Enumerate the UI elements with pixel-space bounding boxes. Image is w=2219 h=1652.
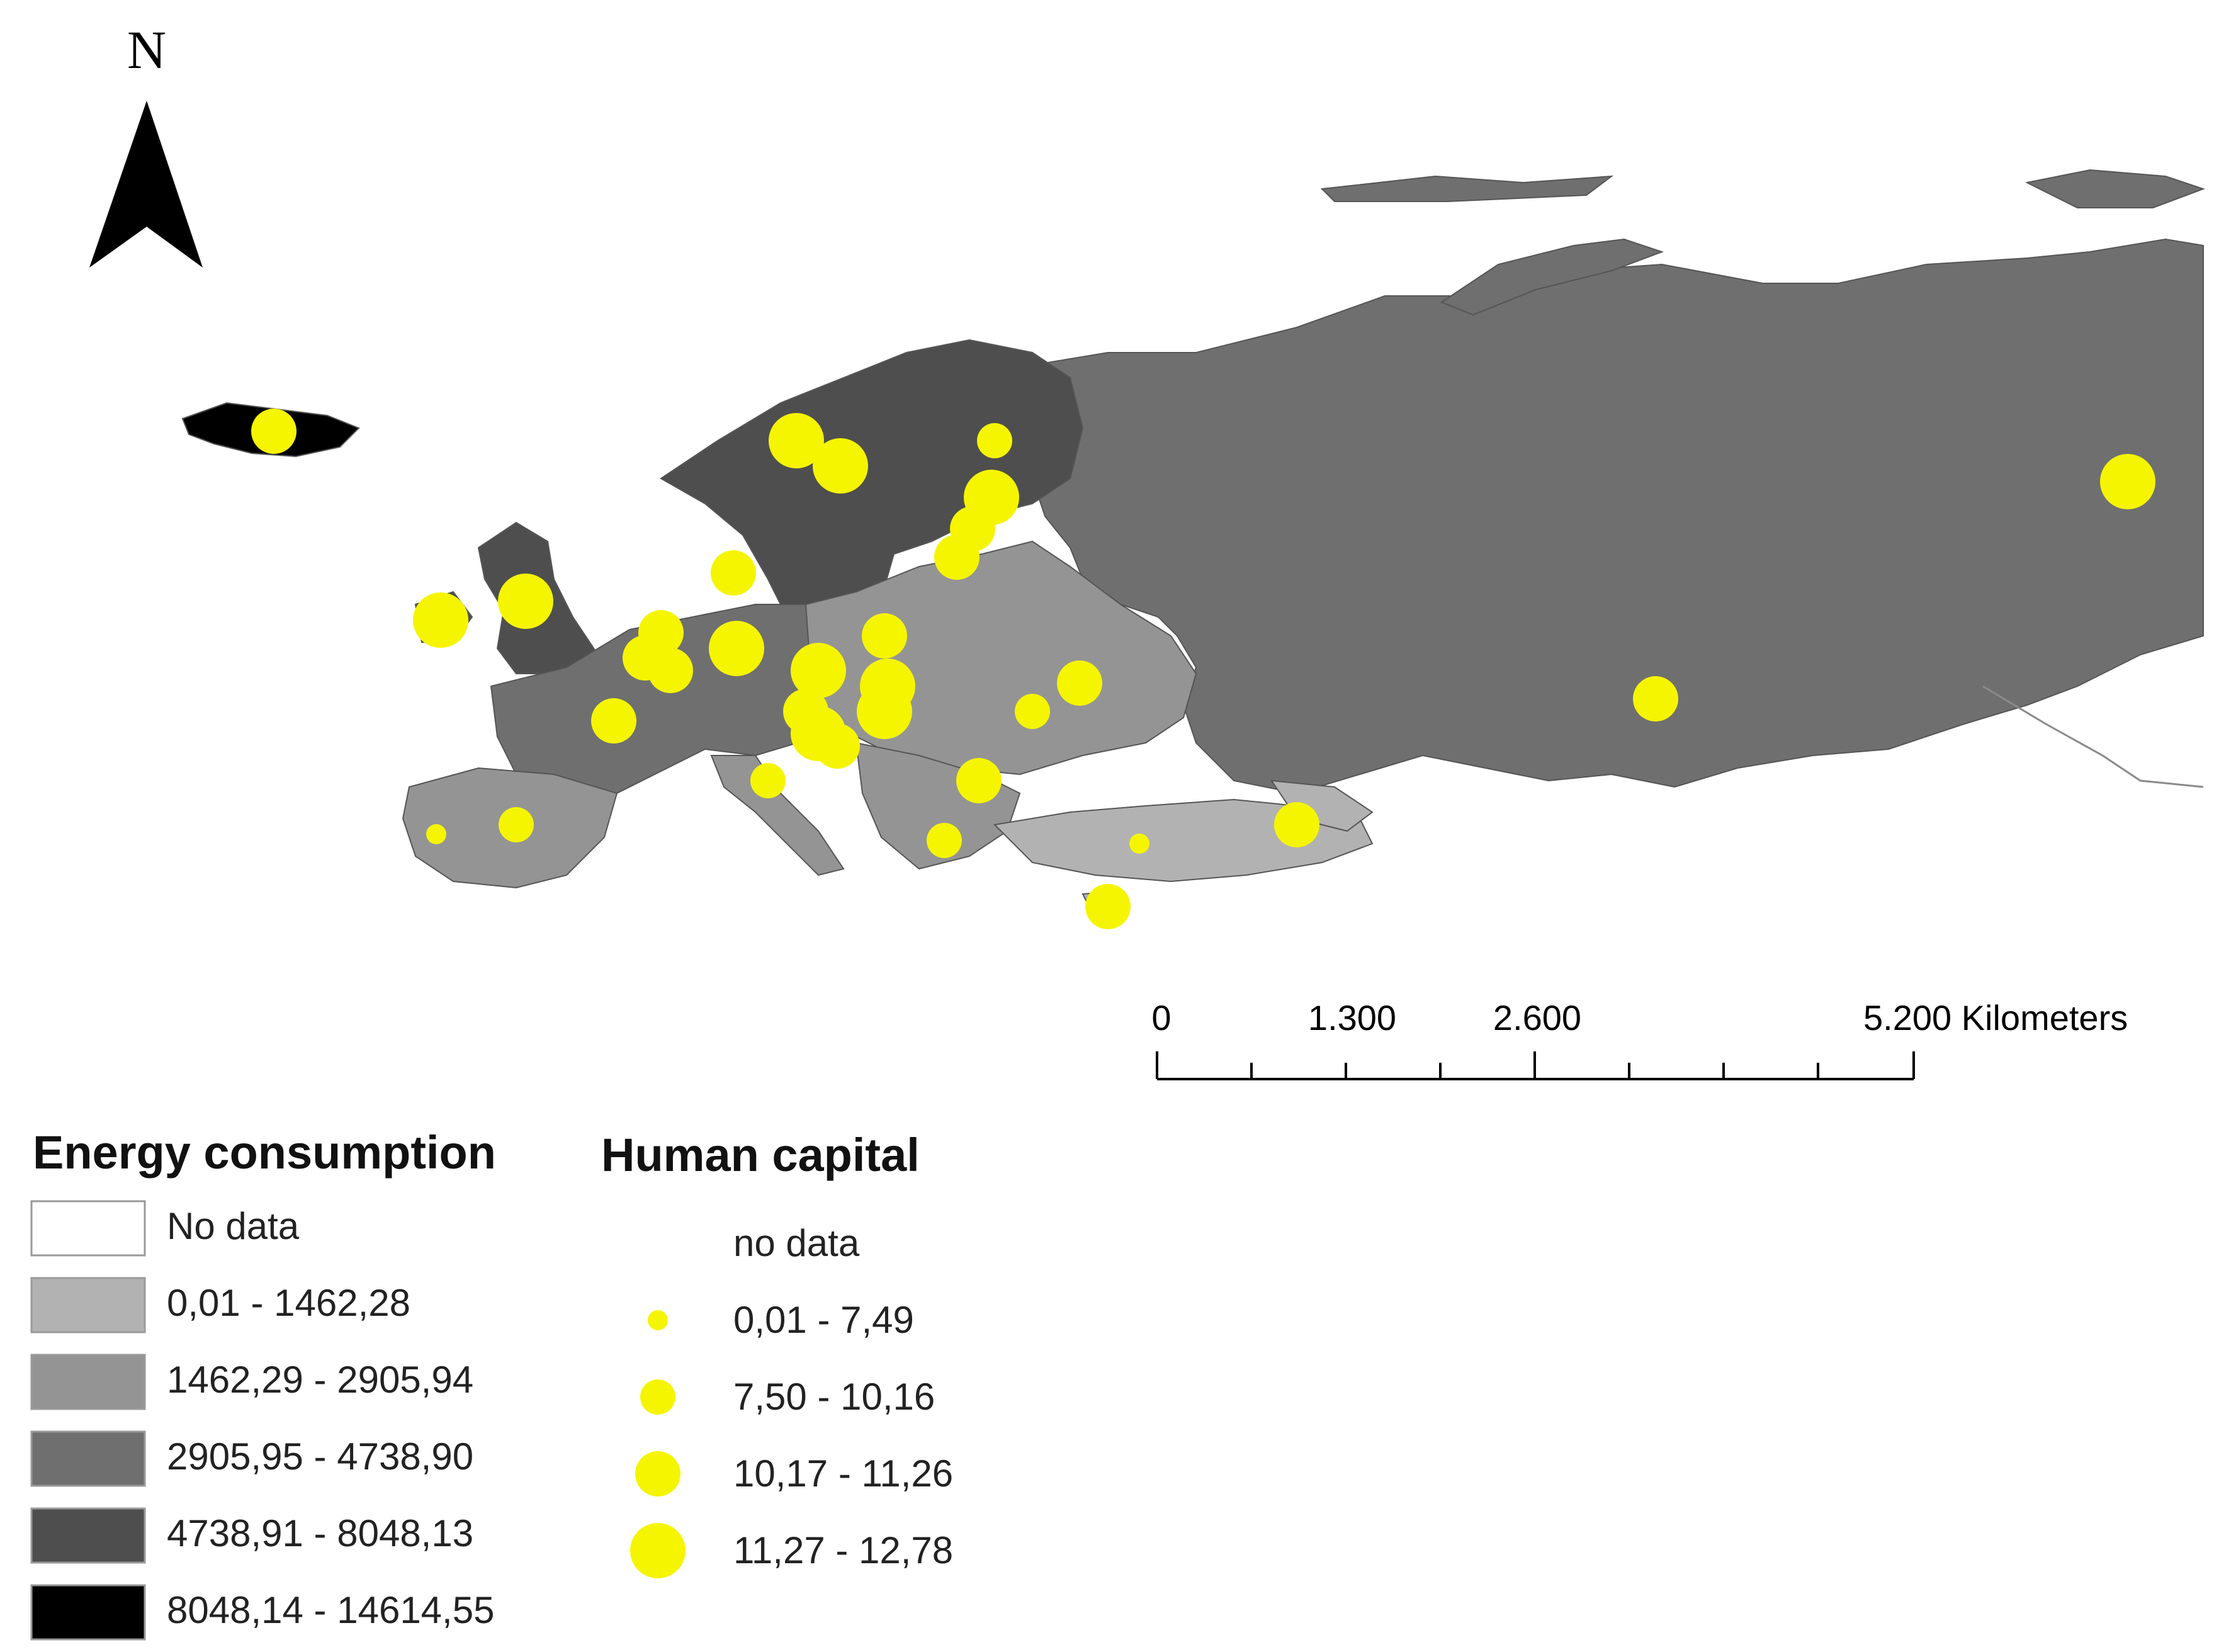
human-capital-dot (498, 574, 553, 629)
legend-energy-swatch-2 (30, 1354, 146, 1410)
region-severnaya-zemlya (2024, 169, 2205, 208)
border-line-east (1982, 685, 2204, 788)
human-capital-dot (815, 723, 860, 769)
human-capital-dot (1015, 694, 1050, 729)
region-arctic-islands (1320, 175, 1614, 202)
legend-energy-label-4: 4738,91 - 8048,13 (167, 1512, 473, 1554)
legend-energy-label-2: 1462,29 - 2905,94 (167, 1359, 473, 1401)
scale-labels: 0 1.300 2.600 5.200 Kilometers (1151, 998, 2128, 1038)
human-capital-dot (1633, 676, 1678, 721)
human-capital-dot (857, 684, 912, 739)
human-capital-dot (499, 807, 534, 842)
human-capital-dot (956, 758, 1002, 803)
legend-human-capital-title: Human capital (601, 1129, 920, 1181)
human-capital-dot (709, 621, 764, 676)
legend-human-capital-label-2: 7,50 - 10,16 (733, 1376, 935, 1418)
human-capital-dot (1057, 660, 1102, 706)
scale-label-3: 5.200 Kilometers (1863, 998, 2128, 1038)
human-capital-dot (648, 648, 693, 693)
human-capital-dot (1129, 834, 1149, 854)
legend-energy-label-1: 0,01 - 1462,28 (167, 1282, 410, 1324)
human-capital-dot (2100, 454, 2155, 509)
legend-energy-label-3: 2905,95 - 4738,90 (167, 1435, 473, 1478)
region-russia (1031, 238, 2204, 795)
scale-label-1: 1.300 (1308, 998, 1396, 1038)
legend-human-capital-symbol-2 (640, 1379, 675, 1415)
human-capital-dot (862, 613, 907, 659)
region-novaya-zemlya (1440, 238, 1664, 316)
legend-human-capital-symbol-1 (648, 1310, 668, 1330)
legend-energy-label-5: 8048,14 - 14614,55 (167, 1589, 494, 1631)
legend-human-capital-label-1: 0,01 - 7,49 (733, 1299, 914, 1341)
legend-human-capital-symbol-4 (630, 1523, 686, 1578)
legend-energy-label-0: No data (167, 1205, 300, 1247)
human-capital-dot (769, 413, 824, 468)
human-capital-dot (791, 643, 846, 698)
human-capital-dot (977, 423, 1012, 458)
human-capital-dot (813, 438, 868, 494)
scale-label-0: 0 (1151, 998, 1171, 1038)
legend-energy-title: Energy consumption (33, 1126, 496, 1179)
legend-human-capital-label-3: 10,17 - 11,26 (733, 1452, 953, 1495)
human-capital-dot (591, 698, 636, 744)
legend-human-capital-rows: no data 0,01 - 7,49 7,50 - 10,16 10,17 - 11… (630, 1222, 953, 1578)
legend-energy-rows: No data 0,01 - 1462,28 1462,29 - 2905,94 29… (30, 1200, 494, 1641)
legend-energy-swatch-1 (30, 1277, 146, 1333)
north-arrow-icon (89, 101, 203, 268)
human-capital-dot (426, 824, 446, 844)
legend-energy-swatch-5 (30, 1584, 146, 1641)
legend-energy: Energy consumption No data 0,01 - 1462,28… (30, 1126, 496, 1641)
human-capital-dot (251, 409, 296, 454)
legend-energy-swatch-0 (30, 1200, 146, 1257)
human-capital-dot (711, 550, 756, 596)
human-capital-dots (251, 409, 2155, 929)
map-land (181, 169, 2205, 908)
legend-energy-swatch-4 (30, 1507, 146, 1564)
north-arrow: N (89, 20, 203, 268)
human-capital-dot (934, 535, 980, 580)
scale-label-2: 2.600 (1493, 998, 1581, 1038)
human-capital-dot (413, 592, 468, 648)
legend-energy-swatch-3 (30, 1430, 146, 1487)
human-capital-dot (750, 763, 786, 798)
north-label: N (127, 20, 166, 80)
legend-human-capital-label-0: no data (733, 1222, 860, 1264)
human-capital-dot (1085, 884, 1131, 929)
scale-bar (1156, 1051, 1915, 1080)
human-capital-dot (1274, 802, 1319, 847)
legend-human-capital-symbol-3 (635, 1451, 680, 1496)
human-capital-dot (927, 823, 962, 858)
legend-human-capital: Human capital no data 0,01 - 7,49 7,50 - 1… (601, 1129, 953, 1578)
legend-human-capital-label-4: 11,27 - 12,78 (733, 1529, 953, 1571)
